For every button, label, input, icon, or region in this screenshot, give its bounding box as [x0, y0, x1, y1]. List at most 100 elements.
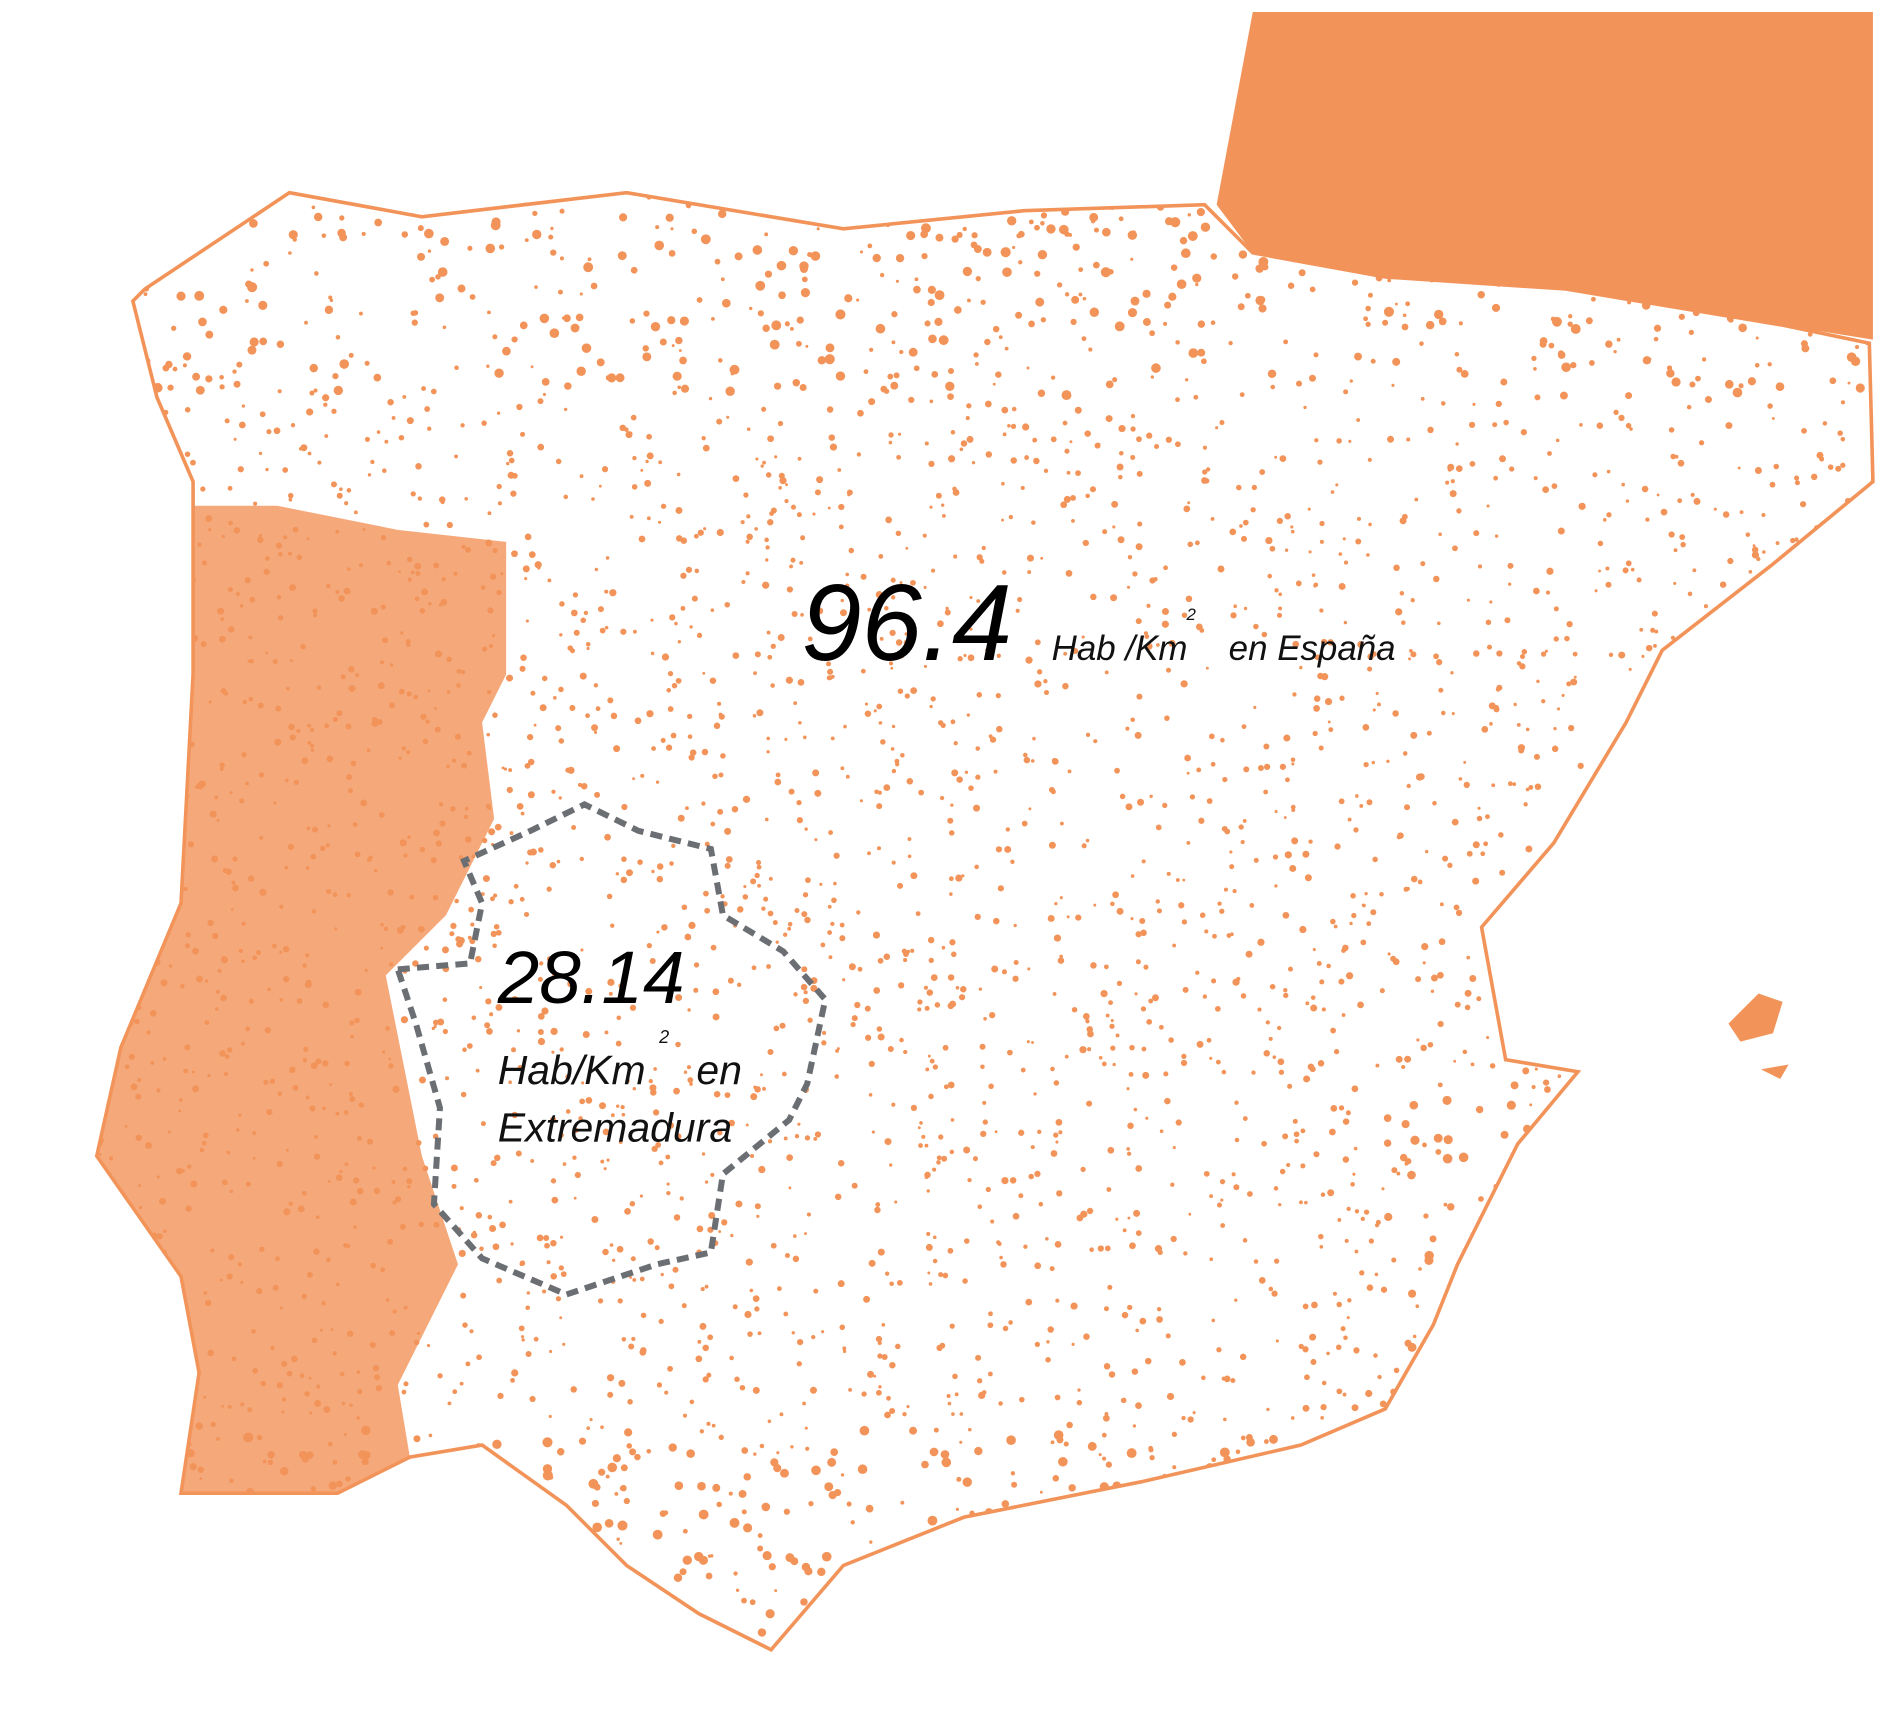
dot: [495, 1003, 503, 1011]
dot: [1013, 959, 1019, 966]
dot: [1066, 1421, 1073, 1429]
dot: [1164, 301, 1172, 309]
dot: [896, 454, 902, 460]
dot: [1393, 1367, 1400, 1374]
dot: [1608, 1347, 1617, 1355]
dot: [1083, 1333, 1090, 1340]
dot: [670, 227, 674, 231]
dot: [875, 1389, 882, 1396]
dot: [1410, 651, 1417, 658]
dot: [1591, 910, 1596, 915]
dot: [428, 1433, 433, 1438]
dot: [600, 1159, 605, 1164]
dot: [1622, 567, 1629, 574]
dot: [1717, 947, 1721, 952]
dot: [1045, 1357, 1051, 1363]
dot: [1313, 1151, 1320, 1158]
dot: [1365, 1639, 1370, 1644]
dot: [735, 1588, 740, 1592]
dot: [1342, 537, 1346, 541]
dot: [966, 713, 971, 717]
dot: [954, 1392, 959, 1397]
dot: [1688, 1550, 1694, 1557]
dot: [974, 1446, 983, 1456]
dot: [1794, 1138, 1801, 1146]
dot: [876, 846, 882, 851]
dot: [954, 1636, 960, 1643]
dot: [1638, 1469, 1647, 1478]
dot: [1168, 292, 1177, 301]
dot: [1246, 1573, 1252, 1579]
dot: [730, 1233, 734, 1238]
dot: [1825, 921, 1832, 929]
dot: [382, 637, 389, 644]
dot: [1081, 635, 1085, 639]
dot: [969, 595, 973, 600]
dot: [1745, 532, 1751, 537]
dot: [935, 492, 942, 499]
dot: [476, 1354, 482, 1361]
dot: [1292, 1118, 1298, 1124]
dot: [1040, 212, 1048, 219]
dot: [615, 1104, 620, 1108]
dot: [732, 475, 740, 483]
dot: [411, 319, 418, 326]
dot: [426, 1344, 431, 1348]
dot: [332, 372, 339, 380]
dot: [1242, 1238, 1248, 1243]
dot: [944, 1524, 955, 1535]
dot: [774, 1589, 778, 1593]
dot: [1537, 1400, 1546, 1408]
dot: [593, 730, 598, 734]
dot: [1534, 1020, 1538, 1024]
dot: [1534, 1572, 1544, 1582]
dot: [361, 1425, 371, 1436]
dot: [258, 533, 263, 538]
dot: [1566, 621, 1573, 628]
dot: [388, 1057, 392, 1061]
dot: [609, 1243, 614, 1247]
dot: [1454, 351, 1460, 357]
dot: [697, 1481, 706, 1491]
dot: [1130, 454, 1136, 461]
dot: [1840, 1153, 1845, 1158]
dot: [138, 1205, 143, 1210]
dot: [556, 859, 561, 864]
dot: [891, 340, 896, 345]
dot: [1317, 1461, 1324, 1468]
dot: [1641, 823, 1648, 830]
dot: [621, 856, 627, 862]
dot: [1186, 1524, 1191, 1529]
dot: [1291, 808, 1296, 812]
dot: [1575, 828, 1582, 834]
dot: [1282, 911, 1290, 919]
dot: [1410, 1135, 1420, 1145]
dot: [872, 253, 881, 263]
dot: [398, 756, 402, 760]
dot: [159, 1334, 164, 1338]
dot: [1763, 943, 1768, 948]
dot: [1318, 1233, 1324, 1240]
dot: [1402, 751, 1408, 756]
dot: [96, 290, 102, 299]
dot: [876, 803, 883, 810]
dot: [1242, 1116, 1248, 1121]
dot: [232, 856, 238, 862]
dot: [151, 1257, 158, 1265]
dot: [664, 1390, 669, 1395]
dot: [129, 689, 136, 697]
dot: [907, 854, 912, 859]
dot: [456, 683, 461, 688]
dot: [1245, 950, 1253, 958]
dot: [1710, 1080, 1714, 1084]
dot: [1081, 843, 1087, 849]
dot: [349, 1198, 357, 1206]
dot: [1438, 532, 1442, 537]
dot: [917, 1007, 922, 1012]
dot: [1034, 1341, 1040, 1348]
dot: [825, 343, 835, 353]
dot: [122, 548, 129, 556]
dot: [1242, 519, 1249, 526]
dot: [254, 1501, 265, 1512]
dot: [201, 560, 208, 566]
